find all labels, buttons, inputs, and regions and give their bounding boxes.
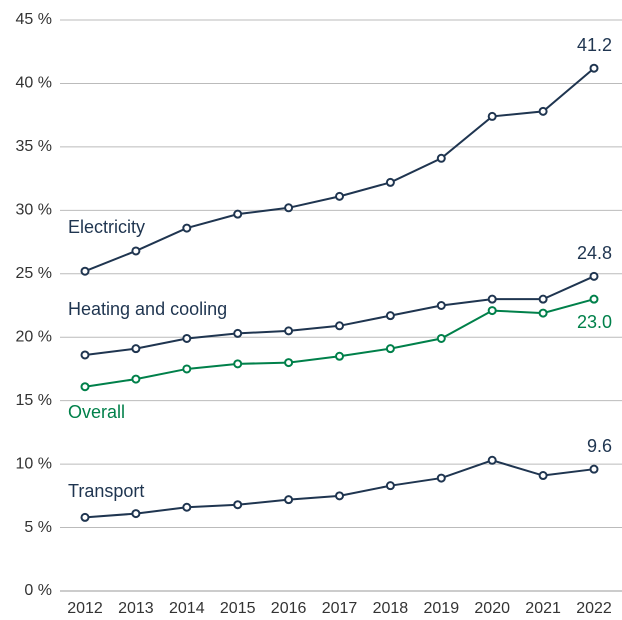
x-tick-label: 2022 bbox=[576, 600, 612, 617]
point bbox=[538, 308, 548, 318]
point bbox=[436, 153, 446, 163]
point bbox=[80, 350, 90, 360]
point bbox=[131, 246, 141, 256]
point bbox=[182, 333, 192, 343]
point bbox=[589, 271, 599, 281]
y-tick-label: 10 % bbox=[16, 455, 52, 472]
x-tick-label: 2019 bbox=[424, 600, 460, 617]
point bbox=[233, 359, 243, 369]
series-label: Overall bbox=[68, 402, 125, 422]
point bbox=[385, 311, 395, 321]
point bbox=[233, 500, 243, 510]
point bbox=[131, 374, 141, 384]
point bbox=[131, 509, 141, 519]
data-label: 41.2 bbox=[577, 35, 612, 55]
y-tick-label: 25 % bbox=[16, 265, 52, 282]
point bbox=[538, 106, 548, 116]
series-label: Transport bbox=[68, 481, 144, 501]
point bbox=[436, 473, 446, 483]
point bbox=[284, 495, 294, 505]
point bbox=[284, 326, 294, 336]
x-tick-label: 2016 bbox=[271, 600, 307, 617]
data-label: 23.0 bbox=[577, 312, 612, 332]
point bbox=[487, 455, 497, 465]
point bbox=[487, 294, 497, 304]
point bbox=[385, 481, 395, 491]
point bbox=[589, 294, 599, 304]
x-tick-label: 2017 bbox=[322, 600, 358, 617]
point bbox=[538, 471, 548, 481]
point bbox=[80, 512, 90, 522]
x-tick-label: 2018 bbox=[373, 600, 409, 617]
point bbox=[131, 344, 141, 354]
y-tick-label: 30 % bbox=[16, 202, 52, 219]
point bbox=[233, 209, 243, 219]
y-tick-label: 40 % bbox=[16, 75, 52, 92]
point bbox=[182, 502, 192, 512]
x-tick-label: 2013 bbox=[118, 600, 154, 617]
y-tick-label: 15 % bbox=[16, 392, 52, 409]
point bbox=[589, 63, 599, 73]
point bbox=[335, 191, 344, 201]
series-label: Electricity bbox=[68, 217, 145, 237]
y-tick-label: 35 % bbox=[16, 138, 52, 155]
point bbox=[385, 344, 395, 354]
point bbox=[436, 333, 446, 343]
x-tick-label: 2014 bbox=[169, 600, 205, 617]
point bbox=[589, 464, 599, 474]
point bbox=[80, 266, 90, 276]
point bbox=[284, 203, 294, 213]
point bbox=[385, 177, 395, 187]
point bbox=[233, 328, 243, 338]
point bbox=[487, 111, 497, 121]
point bbox=[436, 301, 446, 310]
y-tick-label: 20 % bbox=[16, 328, 52, 345]
point bbox=[182, 364, 192, 374]
point bbox=[335, 491, 344, 501]
x-tick-label: 2020 bbox=[474, 600, 510, 617]
point bbox=[80, 382, 90, 392]
x-tick-label: 2015 bbox=[220, 600, 256, 617]
y-tick-label: 0 % bbox=[24, 582, 52, 599]
x-tick-label: 2012 bbox=[67, 600, 103, 617]
point bbox=[538, 294, 548, 304]
series-line bbox=[84, 67, 595, 273]
series-line bbox=[84, 459, 595, 519]
point bbox=[335, 351, 344, 361]
data-label: 24.8 bbox=[577, 243, 612, 263]
y-tick-label: 5 % bbox=[24, 519, 52, 536]
point bbox=[335, 321, 344, 331]
series-label: Heating and cooling bbox=[68, 299, 227, 319]
x-tick-label: 2021 bbox=[525, 600, 561, 617]
point bbox=[182, 223, 192, 233]
point bbox=[284, 358, 294, 368]
point bbox=[487, 306, 497, 316]
data-label: 9.6 bbox=[587, 436, 612, 456]
y-tick-label: 45 % bbox=[16, 11, 52, 28]
